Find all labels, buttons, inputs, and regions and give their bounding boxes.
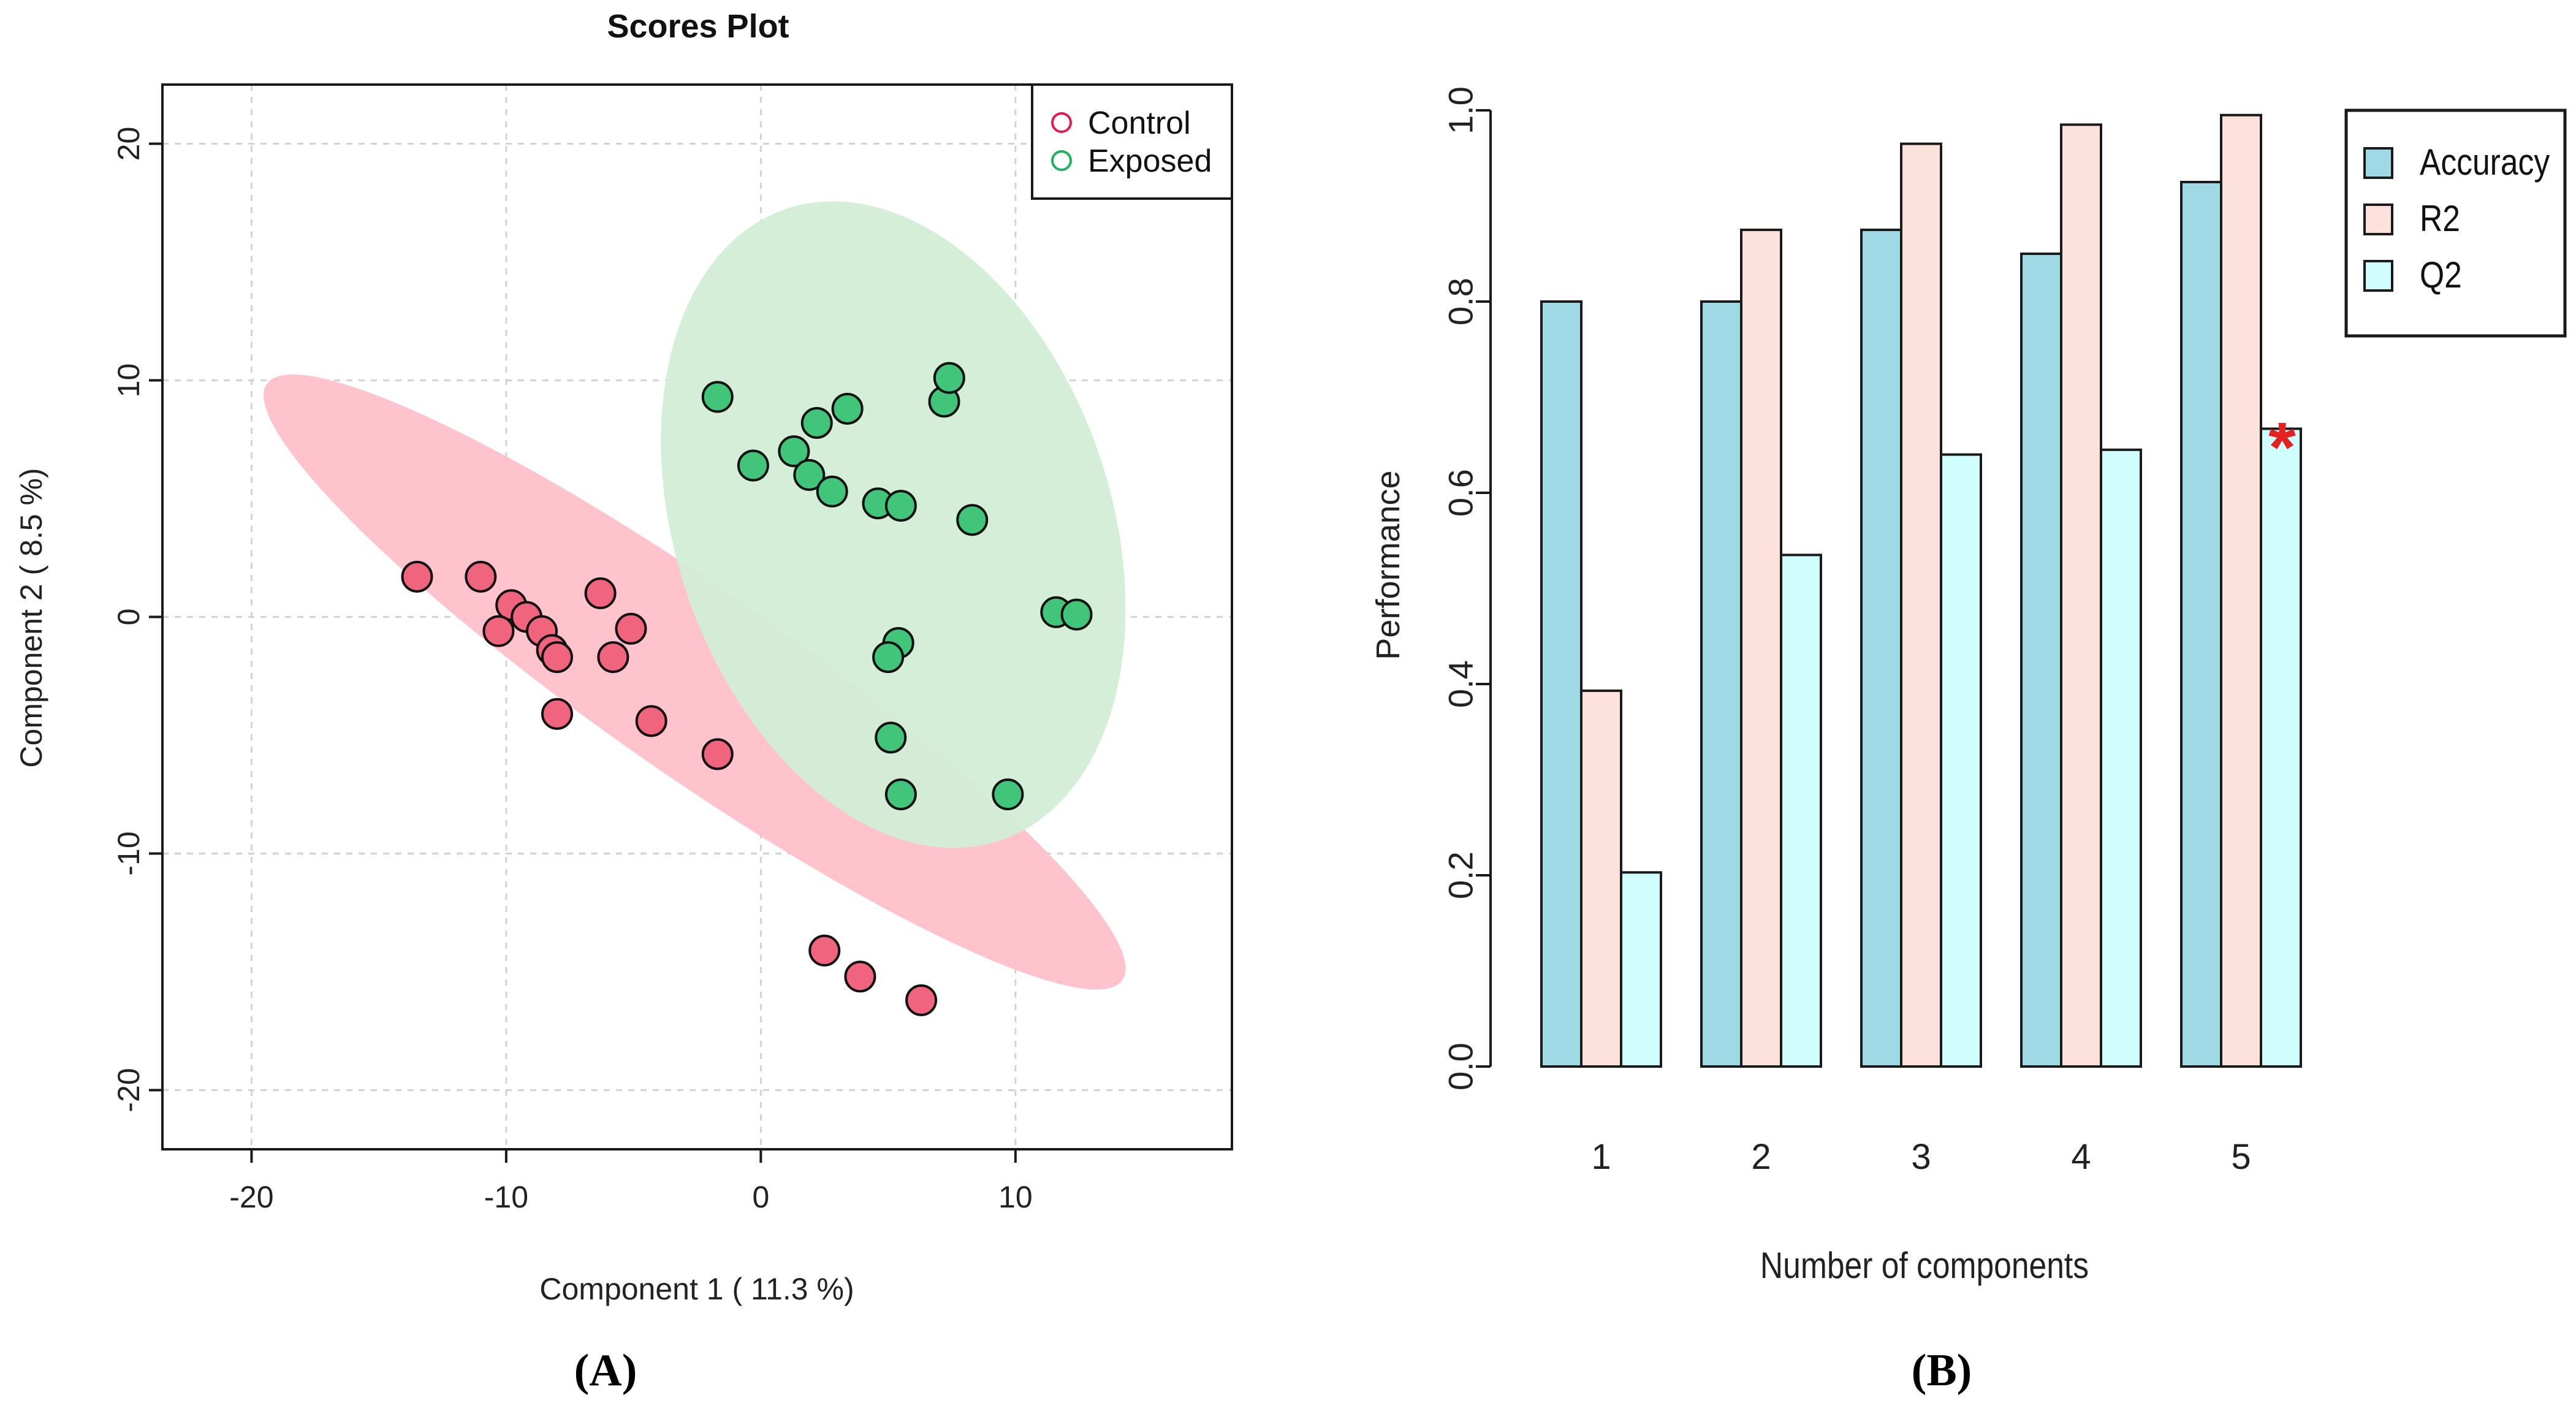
scores-plot-x-axis: -20 -10 0 10 bbox=[229, 1149, 1033, 1214]
x-tick-label: 2 bbox=[1751, 1137, 1771, 1177]
point-control bbox=[541, 698, 573, 730]
point-exposed bbox=[884, 490, 917, 522]
bar-r2-4 bbox=[2060, 123, 2102, 1068]
bar-q2-5 bbox=[2260, 427, 2302, 1068]
scores-plot-legend-box bbox=[1031, 83, 1233, 200]
legend-swatch-q2 bbox=[2363, 260, 2393, 292]
panel-label-a: (A) bbox=[574, 1345, 637, 1396]
point-exposed bbox=[884, 778, 917, 810]
point-exposed bbox=[793, 458, 826, 491]
y-tick-label: 0.4 bbox=[1442, 660, 1480, 708]
x-tick-label: 5 bbox=[2231, 1137, 2251, 1177]
y-tick-label: 20 bbox=[112, 127, 146, 161]
point-control bbox=[541, 641, 573, 674]
performance-y-label: Performance bbox=[1370, 470, 1407, 660]
x-tick-label: -10 bbox=[484, 1180, 528, 1214]
scores-plot-panel: Scores Plot -20 -10 0 10 -20 -10 0 10 20 Compon… bbox=[14, 8, 1233, 1396]
legend-label-q2: Q2 bbox=[2420, 254, 2462, 295]
point-control bbox=[482, 615, 515, 647]
point-control bbox=[844, 960, 876, 993]
legend-marker-exposed bbox=[1051, 150, 1072, 171]
point-control bbox=[905, 984, 938, 1016]
performance-x-axis: 1 2 3 4 5 bbox=[1591, 1137, 2251, 1177]
y-tick-label: -10 bbox=[112, 831, 146, 875]
scores-plot-legend: Control Exposed bbox=[1031, 83, 1233, 200]
x-tick-label: 1 bbox=[1591, 1137, 1611, 1177]
point-control bbox=[635, 705, 667, 737]
bar-q2-3 bbox=[1940, 453, 1982, 1068]
bar-q2-1 bbox=[1620, 871, 1662, 1068]
point-exposed bbox=[933, 362, 965, 394]
bar-accuracy-1 bbox=[1540, 300, 1582, 1068]
y-tick-label: 10 bbox=[112, 363, 146, 398]
legend-swatch-r2 bbox=[2363, 203, 2393, 235]
legend-marker-control bbox=[1051, 112, 1072, 133]
y-tick-label: 0.8 bbox=[1442, 278, 1480, 325]
x-tick-label: 10 bbox=[998, 1180, 1033, 1214]
bar-r2-1 bbox=[1580, 689, 1622, 1068]
point-exposed bbox=[831, 392, 864, 425]
legend-swatch-accuracy bbox=[2363, 147, 2393, 179]
point-control bbox=[701, 738, 734, 770]
bar-accuracy-4 bbox=[2020, 253, 2062, 1068]
point-exposed bbox=[800, 406, 833, 439]
confidence-ellipse-exposed bbox=[661, 201, 1126, 848]
x-tick-label: 3 bbox=[1911, 1137, 1931, 1177]
scores-plot-title: Scores Plot bbox=[607, 8, 789, 45]
y-tick-label: 0.6 bbox=[1442, 469, 1480, 517]
point-exposed bbox=[875, 721, 907, 754]
performance-bars bbox=[1540, 113, 2302, 1068]
panel-label-b: (B) bbox=[1912, 1345, 1972, 1396]
point-exposed bbox=[778, 435, 810, 468]
best-component-star: * bbox=[2268, 408, 2296, 487]
bar-accuracy-2 bbox=[1700, 300, 1742, 1068]
legend-label-accuracy: Accuracy bbox=[2420, 141, 2550, 183]
point-exposed bbox=[816, 475, 848, 508]
point-exposed bbox=[992, 778, 1024, 810]
x-tick-label: 0 bbox=[752, 1180, 769, 1214]
point-control bbox=[597, 641, 629, 674]
scores-plot-points bbox=[401, 362, 1093, 1016]
scores-plot-y-label: Component 2 ( 8.5 %) bbox=[14, 468, 48, 767]
point-exposed bbox=[701, 381, 734, 413]
scores-plot-x-label: Component 1 ( 11.3 %) bbox=[539, 1272, 854, 1306]
performance-y-axis: 0.0 0.2 0.4 0.6 0.8 1.0 bbox=[1442, 86, 1492, 1090]
y-tick-label: 0.2 bbox=[1442, 851, 1480, 899]
scores-plot-y-axis: -20 -10 0 10 20 bbox=[112, 127, 162, 1112]
y-tick-label: -20 bbox=[112, 1068, 146, 1112]
legend-label-exposed: Exposed bbox=[1088, 143, 1212, 179]
x-tick-label: 4 bbox=[2071, 1137, 2091, 1177]
legend-label-r2: R2 bbox=[2420, 197, 2460, 239]
point-exposed bbox=[1060, 598, 1093, 631]
point-exposed bbox=[737, 449, 769, 482]
performance-x-label: Number of components bbox=[1760, 1244, 2089, 1286]
bar-accuracy-3 bbox=[1860, 229, 1902, 1068]
y-tick-label: 1.0 bbox=[1442, 86, 1480, 134]
bar-r2-2 bbox=[1740, 229, 1782, 1068]
point-exposed bbox=[956, 504, 989, 536]
point-control bbox=[465, 560, 497, 593]
bar-r2-5 bbox=[2220, 113, 2262, 1068]
scores-plot-ellipses bbox=[264, 201, 1126, 990]
performance-legend: Accuracy R2 Q2 bbox=[2344, 108, 2567, 338]
point-exposed bbox=[872, 641, 905, 674]
point-control bbox=[584, 577, 617, 609]
performance-panel: * 0.0 0.2 0.4 0.6 0.8 1.0 1 2 3 4 5 Performance N… bbox=[1370, 86, 2567, 1396]
point-control bbox=[401, 560, 433, 593]
bar-r2-3 bbox=[1900, 142, 1942, 1068]
x-tick-label: -20 bbox=[229, 1180, 273, 1214]
point-control bbox=[808, 934, 841, 967]
y-tick-label: 0 bbox=[112, 609, 146, 626]
bar-accuracy-5 bbox=[2180, 181, 2222, 1068]
bar-q2-2 bbox=[1780, 553, 1822, 1068]
bar-q2-4 bbox=[2100, 448, 2142, 1068]
point-control bbox=[615, 612, 647, 645]
legend-label-control: Control bbox=[1088, 105, 1191, 141]
y-tick-label: 0.0 bbox=[1442, 1043, 1480, 1090]
